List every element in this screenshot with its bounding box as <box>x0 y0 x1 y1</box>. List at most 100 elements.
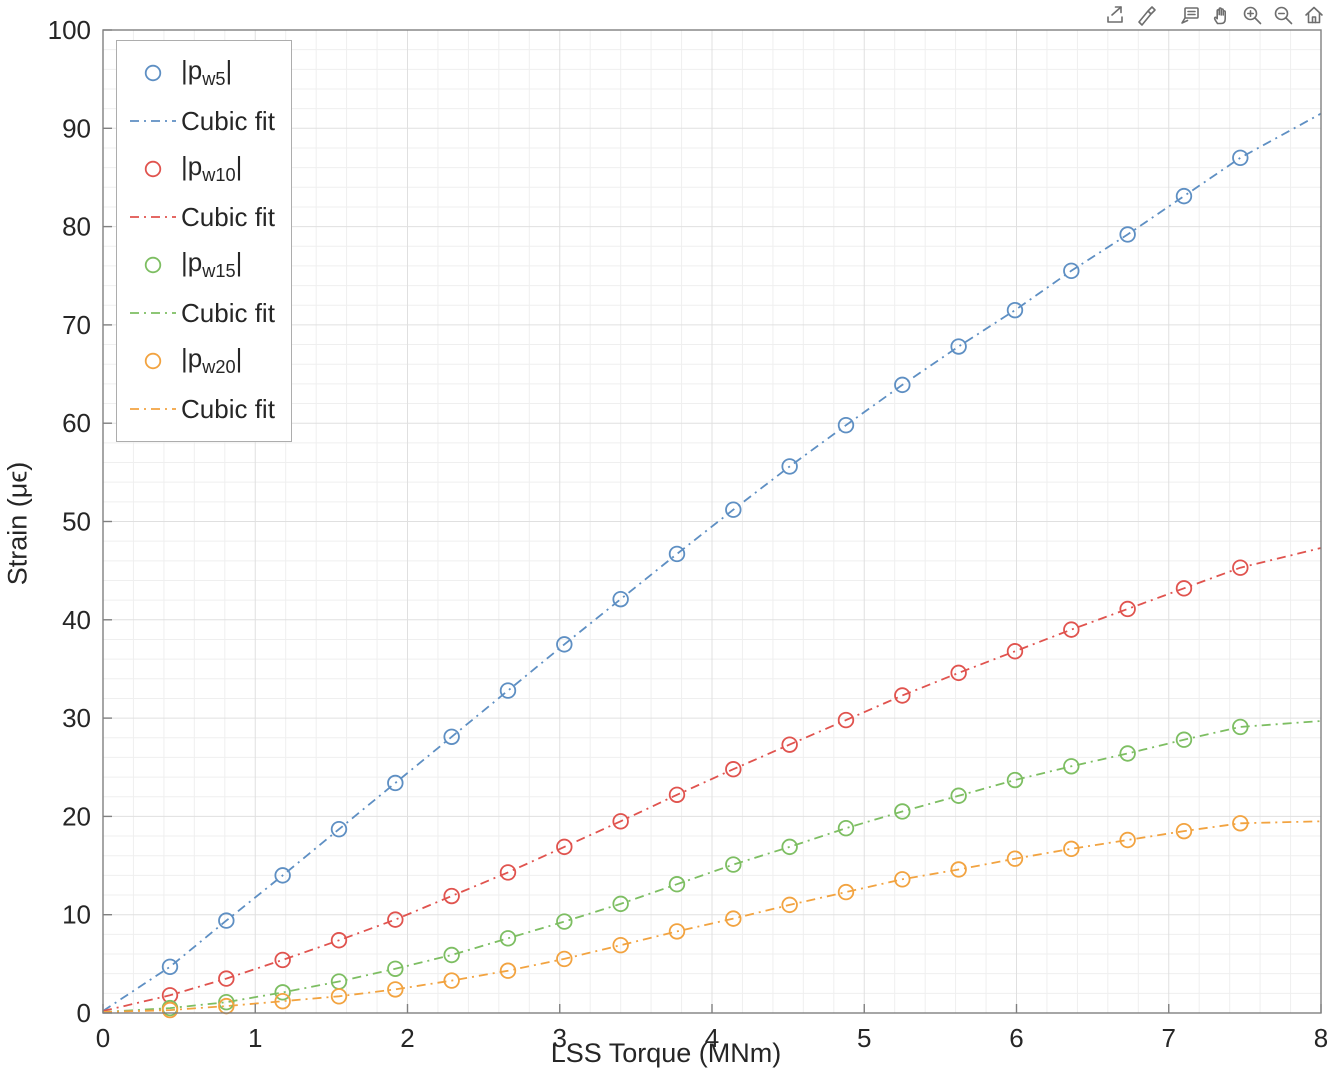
data-marker <box>725 910 742 927</box>
data-marker <box>612 895 629 913</box>
data-marker <box>330 820 348 838</box>
data-marker <box>499 682 517 699</box>
y-tick-label: 100 <box>48 15 91 45</box>
cubic-fit-line <box>102 547 1322 1012</box>
cubic-fit-line <box>102 820 1322 1013</box>
pan-icon[interactable] <box>1209 3 1233 27</box>
data-marker <box>837 416 855 434</box>
export-icon[interactable] <box>1103 3 1127 27</box>
x-tick-label: 7 <box>1162 1023 1176 1053</box>
y-tick-label: 80 <box>62 212 91 242</box>
legend-series-label: |pw20| <box>181 343 243 378</box>
data-marker <box>1006 301 1024 319</box>
x-axis-label: LSS Torque (MNm) <box>550 1038 782 1068</box>
legend-line-icon <box>125 297 181 329</box>
legend-series-label: |pw10| <box>181 151 243 186</box>
legend-fit-label: Cubic fit <box>181 393 275 424</box>
data-marker <box>1232 815 1249 832</box>
data-marker <box>556 950 573 968</box>
y-axis-label: Strain (μϵ) <box>2 461 33 586</box>
data-marker <box>443 946 460 964</box>
cubic-fit-line <box>102 720 1322 1013</box>
legend-fit-label: Cubic fit <box>181 201 275 232</box>
data-marker <box>330 988 348 1005</box>
data-marker <box>1232 149 1249 166</box>
data-marker <box>1063 621 1080 638</box>
zoom-out-icon[interactable] <box>1271 3 1295 27</box>
y-tick-label: 70 <box>62 310 91 340</box>
data-marker <box>218 970 235 987</box>
axes-toolbar <box>1103 3 1326 27</box>
zoom-in-icon[interactable] <box>1240 3 1264 27</box>
data-marker <box>1063 758 1080 775</box>
data-marker <box>556 838 573 856</box>
data-marker <box>161 958 179 975</box>
legend-marker-icon <box>125 345 181 377</box>
data-marker <box>499 864 517 881</box>
legend-series-label: |pw15| <box>181 247 243 282</box>
legend-entry-marker: |pw15| <box>125 241 275 289</box>
data-marker <box>950 861 967 878</box>
data-marker <box>1119 831 1136 849</box>
data-marker <box>668 923 686 940</box>
data-marker <box>1175 187 1193 205</box>
legend-series-label: |pw5| <box>181 55 233 90</box>
data-marker <box>1232 718 1249 736</box>
home-icon[interactable] <box>1302 3 1326 27</box>
data-marker <box>612 936 629 954</box>
chart-legend: |pw5| Cubic fit |pw10| Cubic fit |pw15| Cubic… <box>116 40 292 442</box>
data-marker <box>781 896 798 914</box>
legend-marker-icon <box>125 57 181 89</box>
data-marker <box>781 838 798 856</box>
data-marker <box>443 972 460 989</box>
data-marker <box>1006 771 1024 789</box>
y-tick-label: 30 <box>62 703 91 733</box>
legend-entry-marker: |pw10| <box>125 145 275 193</box>
legend-line-icon <box>125 105 181 137</box>
data-marker <box>1119 600 1136 618</box>
data-marker <box>1232 559 1249 576</box>
data-marker <box>387 981 404 998</box>
data-marker <box>387 774 404 792</box>
data-marker <box>837 819 855 837</box>
data-marker <box>612 590 629 608</box>
data-marker <box>161 1001 179 1019</box>
legend-entry-fit: Cubic fit <box>125 193 275 241</box>
data-marker <box>781 458 798 475</box>
data-marker <box>556 913 573 930</box>
data-marker <box>499 930 517 947</box>
data-marker <box>387 960 404 977</box>
data-marker <box>1006 850 1024 867</box>
edit-plot-icon[interactable] <box>1134 3 1158 27</box>
data-marker <box>1175 580 1193 597</box>
y-tick-label: 20 <box>62 801 91 831</box>
data-marker <box>668 545 686 563</box>
data-marker <box>1063 262 1080 280</box>
data-marker <box>330 932 348 949</box>
data-marker <box>725 501 742 518</box>
y-tick-label: 0 <box>77 998 91 1028</box>
legend-entry-marker: |pw5| <box>125 49 275 97</box>
legend-entry-marker: |pw20| <box>125 337 275 385</box>
data-marker <box>443 887 460 905</box>
legend-marker-icon <box>125 249 181 281</box>
x-tick-label: 3 <box>553 1023 567 1053</box>
legend-entry-fit: Cubic fit <box>125 289 275 337</box>
legend-entry-fit: Cubic fit <box>125 97 275 145</box>
data-marker <box>668 786 686 803</box>
legend-line-icon <box>125 201 181 233</box>
x-tick-label: 1 <box>248 1023 262 1053</box>
datatips-icon[interactable] <box>1178 3 1202 27</box>
y-tick-label: 90 <box>62 113 91 143</box>
data-marker <box>894 871 911 888</box>
data-marker <box>274 993 291 1010</box>
x-tick-label: 8 <box>1314 1023 1328 1053</box>
y-tick-label: 60 <box>62 408 91 438</box>
data-marker <box>894 803 911 820</box>
data-marker <box>1119 745 1136 762</box>
data-marker <box>1006 643 1024 660</box>
legend-fit-label: Cubic fit <box>181 297 275 328</box>
data-marker <box>387 911 404 928</box>
data-marker <box>1175 731 1193 748</box>
